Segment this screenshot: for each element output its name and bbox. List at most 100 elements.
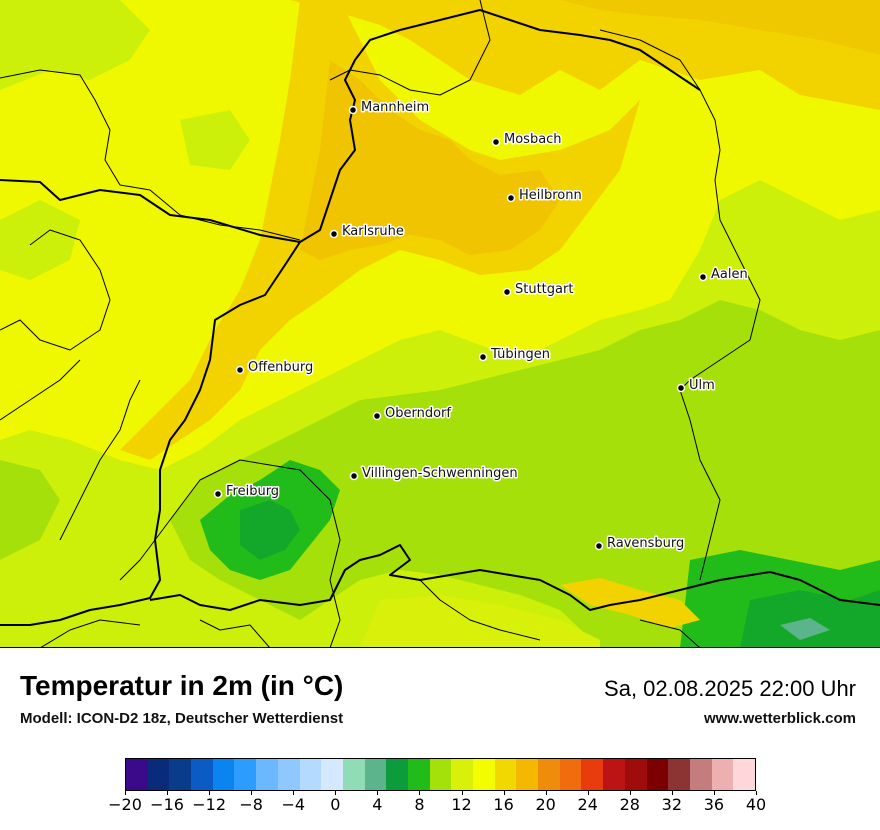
city-dot — [478, 352, 488, 362]
city-marker: Oberndorf — [372, 405, 453, 423]
legend-swatch — [407, 759, 430, 790]
city-dot — [594, 541, 604, 551]
legend-tick-label: 40 — [745, 795, 767, 814]
city-marker: Aalen — [698, 266, 749, 284]
legend-tick-label: 8 — [414, 795, 425, 814]
city-marker: Ulm — [676, 377, 716, 395]
temperature-map: Mannheim Mosbach Heilbronn Karlsruhe Aalen St… — [0, 0, 880, 648]
city-label: Stuttgart — [515, 282, 573, 297]
legend-tick-mark — [545, 791, 547, 795]
city-marker: Stuttgart — [502, 281, 575, 299]
legend-swatch — [321, 759, 343, 790]
legend-tick-mark — [167, 791, 169, 795]
legend-swatch — [668, 759, 690, 790]
legend-tick-mark — [293, 791, 295, 795]
legend-swatch — [429, 759, 452, 790]
legend-tick-label: −12 — [192, 795, 227, 814]
city-label: Mannheim — [361, 100, 429, 115]
legend-tick-label: 4 — [372, 795, 383, 814]
city-label: Ravensburg — [607, 536, 684, 551]
legend-swatch — [581, 759, 604, 790]
legend-swatch — [646, 759, 669, 790]
legend-tick-mark — [251, 791, 253, 795]
legend-tick-mark — [461, 791, 463, 795]
city-label: Ulm — [689, 378, 715, 393]
city-label: Karlsruhe — [342, 224, 404, 239]
legend-swatch — [473, 759, 495, 790]
legend-tick-mark — [756, 791, 757, 795]
legend-tick-label: −16 — [150, 795, 184, 814]
city-marker: Ravensburg — [594, 535, 686, 553]
legend-ticks: −20 −16 −12 −8 −4 0 4 8 12 16 20 24 28 32 36 40 — [108, 791, 766, 821]
city-marker: Mosbach — [491, 131, 563, 149]
legend-swatch — [494, 759, 517, 790]
legend-tick-mark — [335, 791, 337, 795]
city-dot — [676, 383, 686, 393]
city-dot — [348, 105, 358, 115]
legend-swatch — [169, 759, 192, 790]
city-marker: Heilbronn — [506, 187, 583, 205]
legend-swatch — [689, 759, 712, 790]
city-marker: Villingen-Schwenningen — [349, 465, 519, 483]
website-label: www.wetterblick.com — [704, 710, 856, 727]
city-label: Villingen-Schwenningen — [362, 466, 518, 481]
city-dot — [491, 137, 501, 147]
legend-swatch — [516, 759, 539, 790]
legend-swatch — [451, 759, 473, 790]
legend-tick-mark — [629, 791, 631, 795]
legend-tick-label: 28 — [619, 795, 640, 814]
city-label: Freiburg — [226, 484, 279, 499]
city-label: Tübingen — [490, 347, 550, 362]
city-dot — [329, 229, 339, 239]
legend-swatch — [234, 759, 257, 790]
legend-tick-mark — [209, 791, 211, 795]
legend-swatch — [147, 759, 170, 790]
legend-swatch — [299, 759, 322, 790]
legend-tick-label: 12 — [451, 795, 472, 814]
city-dot — [235, 365, 245, 375]
city-dot — [349, 471, 359, 481]
legend-tick-mark — [587, 791, 589, 795]
legend-swatch — [277, 759, 300, 790]
forecast-datetime: Sa, 02.08.2025 22:00 Uhr — [604, 676, 856, 701]
legend-swatch — [212, 759, 235, 790]
model-info: Modell: ICON-D2 18z, Deutscher Wetterdie… — [20, 710, 344, 727]
legend-tick-mark — [419, 791, 421, 795]
legend-swatch — [386, 759, 408, 790]
city-label: Heilbronn — [519, 188, 582, 203]
legend-swatch — [364, 759, 387, 790]
city-label: Offenburg — [248, 360, 313, 375]
city-label: Aalen — [711, 267, 748, 282]
legend-swatch — [538, 759, 560, 790]
city-dot — [698, 272, 708, 282]
city-label: Mosbach — [504, 132, 562, 147]
city-marker: Freiburg — [213, 483, 281, 501]
legend-tick-label: 16 — [493, 795, 514, 814]
page-title: Temperatur in 2m (in °C) — [20, 670, 344, 701]
legend-tick-mark — [671, 791, 673, 795]
city-dot — [502, 287, 512, 297]
color-legend: −20 −16 −12 −8 −4 0 4 8 12 16 20 24 28 32 36 40 — [108, 758, 766, 814]
city-marker: Offenburg — [235, 359, 315, 377]
city-marker: Mannheim — [348, 99, 431, 117]
legend-swatch — [603, 759, 625, 790]
legend-color-bar — [125, 758, 756, 791]
legend-tick-mark — [503, 791, 505, 795]
legend-swatch — [559, 759, 582, 790]
legend-swatch — [256, 759, 278, 790]
city-dot — [506, 193, 516, 203]
city-label: Oberndorf — [385, 406, 451, 421]
legend-tick-label: −20 — [108, 795, 142, 814]
legend-swatch — [711, 759, 734, 790]
legend-swatch — [126, 759, 148, 790]
legend-tick-label: 0 — [330, 795, 341, 814]
city-marker: Karlsruhe — [329, 223, 405, 241]
legend-tick-label: 20 — [535, 795, 556, 814]
legend-tick-mark — [713, 791, 715, 795]
city-dot — [213, 489, 223, 499]
legend-swatch — [342, 759, 365, 790]
legend-tick-label: −4 — [281, 795, 306, 814]
legend-tick-label: 36 — [703, 795, 725, 814]
legend-tick-label: 32 — [661, 795, 683, 814]
legend-tick-mark — [377, 791, 379, 795]
